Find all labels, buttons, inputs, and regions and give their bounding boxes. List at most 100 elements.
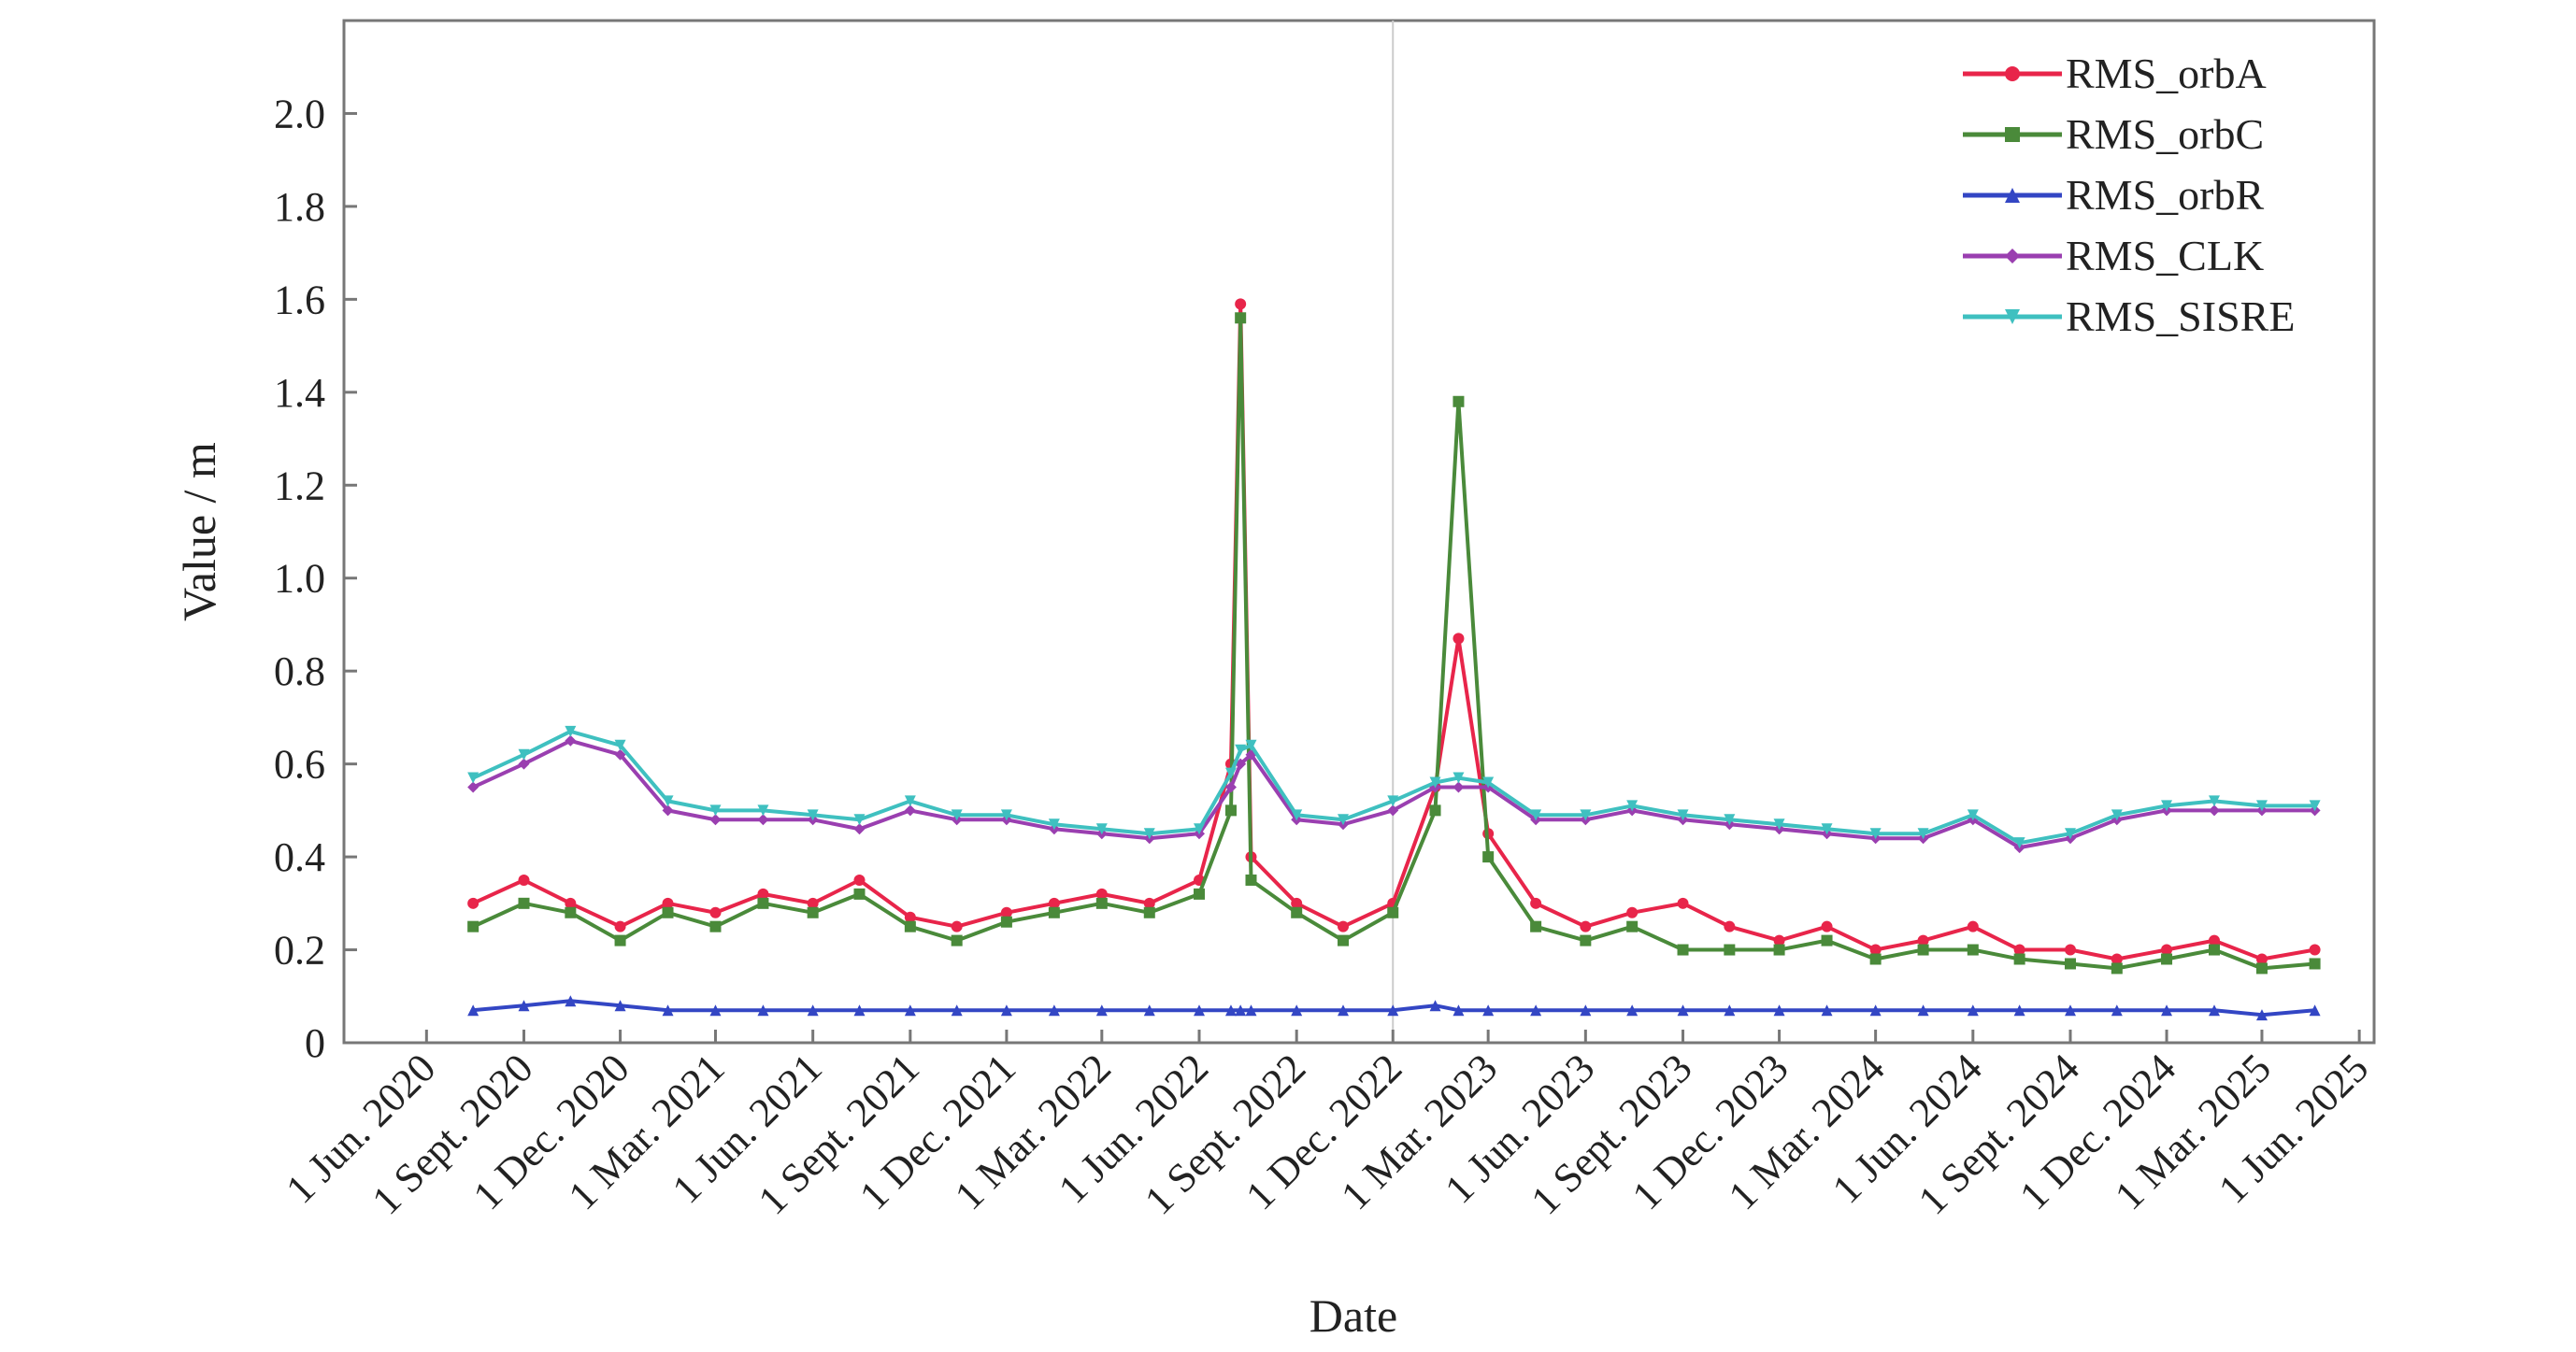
- data-point: [1000, 809, 1012, 821]
- legend-label: RMS_SISRE: [2066, 292, 2295, 340]
- data-point: [709, 804, 722, 817]
- data-point: [1821, 1004, 1833, 1017]
- data-point: [565, 897, 577, 909]
- legend-marker: [2005, 127, 2020, 142]
- data-point: [757, 814, 769, 826]
- data-point: [1291, 906, 1303, 918]
- data-point: [1000, 916, 1012, 928]
- data-point: [1224, 1004, 1237, 1017]
- data-point: [853, 823, 866, 835]
- legend-label: RMS_orbR: [2066, 171, 2264, 219]
- data-point: [1967, 809, 1979, 821]
- data-point: [1143, 906, 1155, 918]
- data-point: [2111, 953, 2123, 965]
- data-point: [1453, 1004, 1465, 1017]
- y-tick-label: 0.8: [274, 648, 325, 694]
- data-point: [1143, 897, 1155, 909]
- data-point: [2209, 934, 2221, 946]
- data-point: [1338, 934, 1350, 946]
- data-point: [1387, 906, 1399, 918]
- data-point: [2013, 1004, 2025, 1017]
- data-point: [1482, 776, 1495, 789]
- data-point: [1821, 934, 1833, 946]
- legend-marker: [2005, 249, 2020, 263]
- data-point: [1194, 823, 1206, 835]
- data-point: [2111, 1004, 2123, 1017]
- data-point: [2064, 1004, 2076, 1017]
- data-point: [1482, 851, 1495, 863]
- data-point: [614, 748, 626, 761]
- y-tick-label: 1.8: [274, 184, 325, 230]
- data-point: [709, 1004, 722, 1017]
- data-point: [1677, 897, 1689, 909]
- data-point: [709, 920, 722, 932]
- data-point: [1338, 814, 1350, 826]
- data-point: [1143, 1004, 1155, 1017]
- data-point: [951, 934, 963, 946]
- legend-marker: [2005, 188, 2020, 203]
- data-point: [1245, 739, 1257, 751]
- data-point: [614, 934, 626, 946]
- data-point: [1530, 897, 1542, 909]
- legend-item: RMS_SISRE: [1963, 292, 2295, 340]
- data-point: [1245, 874, 1257, 886]
- data-point: [1626, 906, 1639, 918]
- data-point: [757, 804, 769, 817]
- data-point: [1677, 944, 1689, 956]
- data-point: [1626, 920, 1639, 932]
- data-point: [467, 772, 479, 784]
- legend-label: RMS_orbA: [2066, 50, 2267, 97]
- data-point: [904, 1004, 916, 1017]
- data-point: [1917, 1004, 1929, 1017]
- data-point: [1967, 1004, 1979, 1017]
- data-point: [904, 911, 916, 923]
- data-point: [1453, 772, 1465, 784]
- data-point: [1235, 744, 1247, 756]
- data-point: [1291, 809, 1303, 821]
- data-point: [2255, 1009, 2268, 1021]
- data-point: [1530, 809, 1542, 821]
- data-point: [1580, 920, 1592, 932]
- data-point: [1291, 897, 1303, 909]
- data-point: [614, 920, 626, 932]
- data-point: [1143, 828, 1155, 840]
- data-point: [662, 906, 674, 918]
- legend-item: RMS_orbR: [1963, 171, 2264, 219]
- series-layer: [467, 298, 2321, 1021]
- data-point: [2161, 1004, 2173, 1017]
- series-line-RMS_orbR: [473, 999, 2315, 1018]
- data-point: [1773, 818, 1785, 831]
- data-point: [467, 781, 479, 793]
- data-point: [1453, 395, 1465, 407]
- data-point: [2064, 828, 2076, 840]
- series-line-RMS_orbA: [472, 302, 2315, 961]
- data-point: [2209, 1004, 2221, 1017]
- data-point: [1453, 633, 1465, 645]
- data-point: [1095, 888, 1108, 900]
- legend-label: RMS_CLK: [2066, 232, 2264, 279]
- data-point: [951, 809, 963, 821]
- data-point: [565, 995, 577, 1007]
- data-point: [904, 804, 916, 817]
- series-RMS_SISRE: [467, 725, 2321, 849]
- data-point: [1235, 1004, 1247, 1017]
- data-point: [951, 1004, 963, 1017]
- data-point: [1917, 934, 1929, 946]
- data-point: [1387, 795, 1399, 807]
- legend-marker: [2005, 309, 2020, 324]
- data-point: [1048, 818, 1060, 831]
- data-point: [518, 897, 530, 909]
- y-tick-label: 1.0: [274, 556, 325, 602]
- data-point: [2255, 953, 2268, 965]
- data-point: [1095, 897, 1108, 909]
- data-point: [1000, 906, 1012, 918]
- data-point: [1869, 953, 1882, 965]
- data-point: [1580, 809, 1592, 821]
- y-tick-label: 0.4: [274, 834, 325, 880]
- series-RMS_orbR: [467, 995, 2321, 1021]
- legend-item: RMS_CLK: [1963, 232, 2264, 279]
- y-tick-label: 0: [305, 1020, 325, 1066]
- data-point: [467, 920, 479, 932]
- data-point: [565, 725, 577, 737]
- data-point: [2309, 1004, 2321, 1017]
